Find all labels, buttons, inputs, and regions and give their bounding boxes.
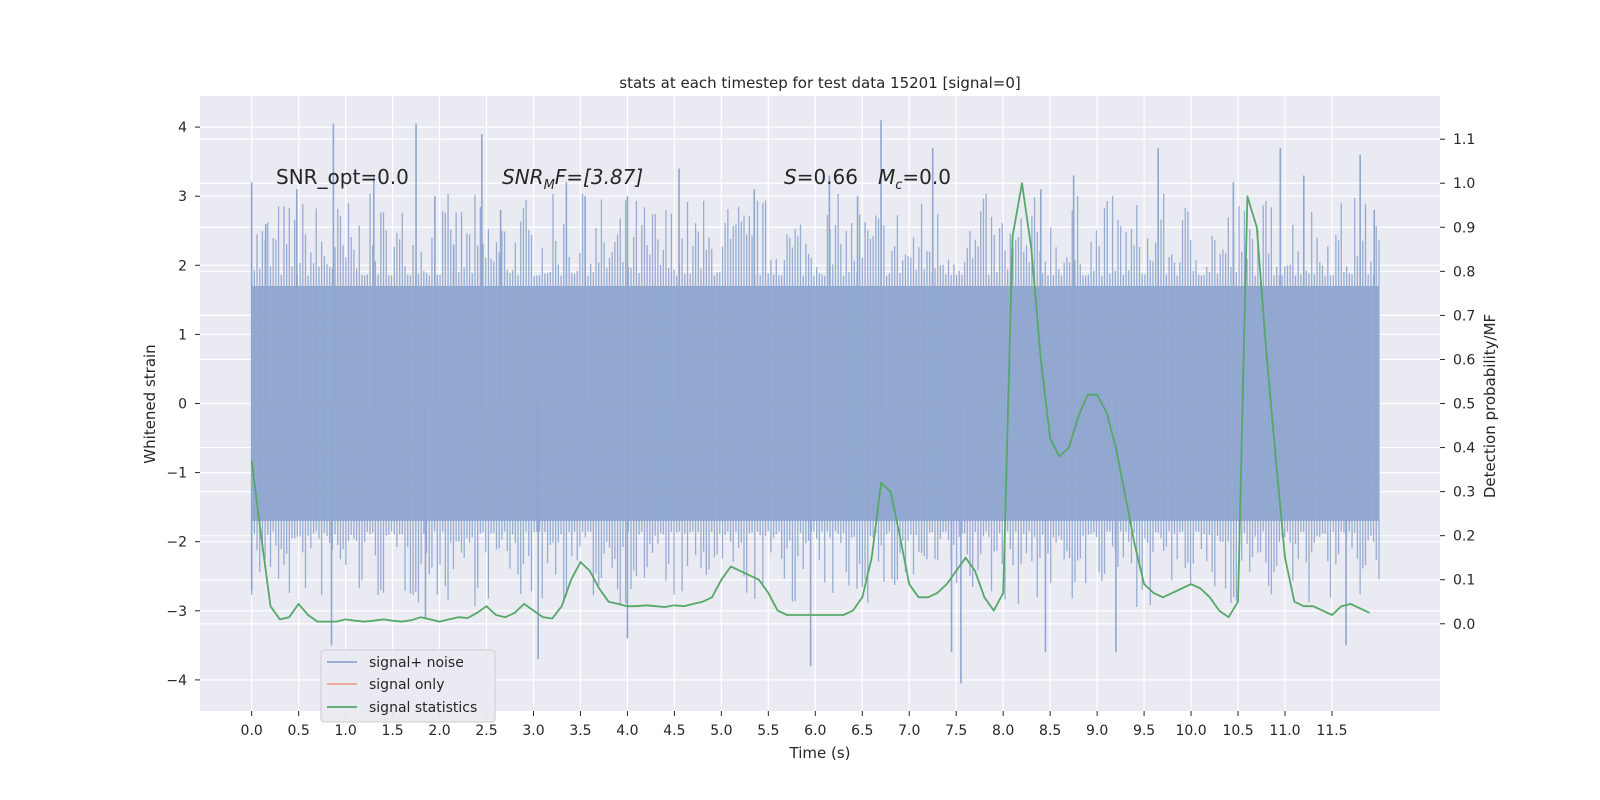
y2-tick-label: 0.0: [1453, 617, 1475, 633]
y2-tick-label: 0.1: [1453, 573, 1475, 589]
x-tick-label: 6.5: [851, 723, 873, 739]
y2-tick-label: 0.6: [1453, 352, 1475, 368]
x-tick-label: 5.0: [710, 723, 732, 739]
signal-noise-series: [250, 120, 1380, 684]
y2-axis-ticks: 0.0 0.1 0.2 0.3 0.4 0.5 0.6 0.7 0.8 0.9 1.0 1.1: [1440, 132, 1475, 633]
y2-tick-label: 0.3: [1453, 485, 1475, 501]
x-tick-label: 6.0: [804, 723, 826, 739]
annotation-snr-mf: SNRMF=[3.87]: [502, 165, 643, 193]
x-tick-label: 5.5: [757, 723, 779, 739]
y-axis-ticks: −4 −3 −2 −1 0 1 2 3 4: [166, 120, 200, 689]
x-tick-label: 8.0: [992, 723, 1014, 739]
annotation-mc: Mc=0.0: [878, 165, 951, 193]
y-tick-label: 4: [178, 120, 187, 136]
legend-box: [320, 649, 496, 723]
signal-statistics-line: [250, 182, 1370, 623]
x-tick-label: 4.5: [663, 723, 685, 739]
y2-tick-label: 0.4: [1453, 441, 1475, 457]
x-tick-label: 10.5: [1222, 723, 1253, 739]
x-tick-label: 8.5: [1039, 723, 1061, 739]
y-tick-label: 1: [178, 327, 187, 343]
legend-label-signal-noise: signal+ noise: [369, 655, 464, 671]
x-tick-label: 7.0: [898, 723, 920, 739]
x-tick-label: 4.0: [616, 723, 638, 739]
y-tick-label: −4: [166, 673, 187, 689]
annotation-snr-opt: SNR_opt=0.0: [276, 165, 409, 189]
legend-label-signal-statistics: signal statistics: [369, 700, 477, 716]
y-tick-label: 3: [178, 189, 187, 205]
y2-axis-title: Detection probability/MF: [1481, 314, 1499, 498]
x-tick-label: 1.0: [334, 723, 356, 739]
y-tick-label: −2: [166, 535, 187, 551]
y2-tick-label: 0.5: [1453, 397, 1475, 413]
x-tick-label: 0.0: [241, 723, 263, 739]
x-tick-label: 3.5: [569, 723, 591, 739]
x-tick-label: 0.5: [288, 723, 310, 739]
y2-tick-label: 1.1: [1453, 132, 1475, 148]
legend: signal+ noise signal only signal statist…: [320, 649, 496, 723]
y2-tick-label: 0.8: [1453, 264, 1475, 280]
y-axis-title: Whitened strain: [141, 344, 159, 463]
x-tick-label: 1.5: [381, 723, 403, 739]
x-tick-label: 2.0: [428, 723, 450, 739]
x-tick-label: 11.0: [1269, 723, 1300, 739]
y-tick-label: 2: [178, 258, 187, 274]
y2-tick-label: 1.0: [1453, 176, 1475, 192]
x-tick-label: 2.5: [475, 723, 497, 739]
y2-tick-label: 0.9: [1453, 220, 1475, 236]
x-tick-label: 3.0: [522, 723, 544, 739]
x-tick-label: 9.5: [1133, 723, 1155, 739]
x-axis-title: Time (s): [789, 744, 851, 762]
y-tick-label: 0: [178, 397, 187, 413]
chart-title: stats at each timestep for test data 152…: [619, 74, 1020, 92]
y-tick-label: −1: [166, 466, 187, 482]
x-tick-label: 10.0: [1175, 723, 1206, 739]
x-axis-ticks: 0.0 0.5 1.0 1.5 2.0 2.5 3.0 3.5 4.0 4.5 5.0 5.5 6.0 6…: [241, 711, 1348, 739]
x-tick-label: 9.0: [1086, 723, 1108, 739]
y2-tick-label: 0.2: [1453, 529, 1475, 545]
annotation-s: S=0.66: [784, 165, 858, 189]
y-tick-label: −3: [166, 604, 187, 620]
legend-label-signal-only: signal only: [369, 677, 444, 693]
x-tick-label: 7.5: [945, 723, 967, 739]
y2-tick-label: 0.7: [1453, 308, 1475, 324]
x-tick-label: 11.5: [1316, 723, 1347, 739]
